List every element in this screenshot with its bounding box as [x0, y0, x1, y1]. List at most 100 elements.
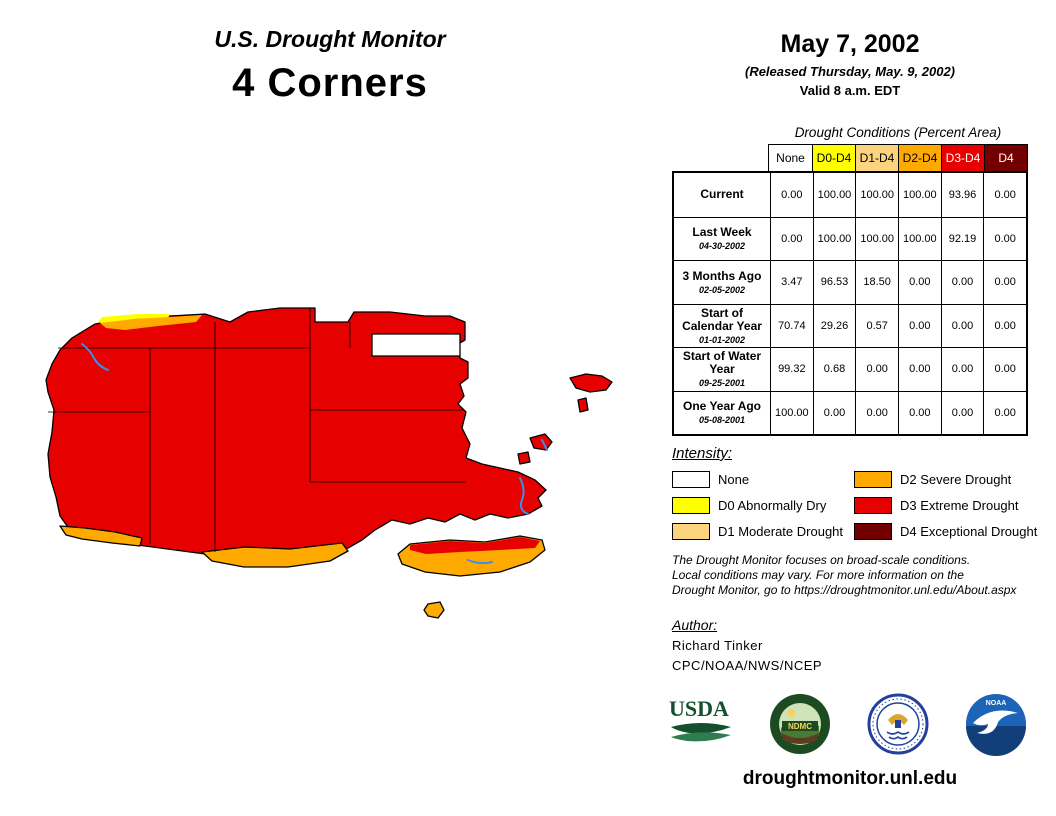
- disclaimer-text: The Drought Monitor focuses on broad-sca…: [672, 553, 1017, 597]
- page-title: U.S. Drought Monitor: [214, 26, 446, 52]
- date-block: May 7, 2002 (Released Thursday, May. 9, …: [672, 30, 1028, 98]
- map-d2-top-strip: [100, 315, 202, 330]
- table-cell: 18.50: [855, 260, 898, 304]
- commerce-seal-logo: [867, 693, 929, 755]
- map-d3-cap-bottom-right: [410, 537, 540, 554]
- table-cell: 0.00: [770, 216, 813, 260]
- table-cell: 100.00: [898, 173, 941, 217]
- map-d2-small-island: [423, 601, 445, 619]
- table-cell: 0.00: [983, 260, 1026, 304]
- map-white-notch: [371, 333, 461, 357]
- table-cell: 0.00: [855, 347, 898, 391]
- map-d2-bottom-middle: [201, 542, 349, 568]
- svg-text:USDA: USDA: [669, 696, 729, 721]
- table-cell: 0.00: [983, 390, 1026, 434]
- legend-swatch-d1: [672, 523, 710, 540]
- title-block: U.S. Drought Monitor 4 Corners: [130, 26, 530, 106]
- table-cell: 0.00: [898, 260, 941, 304]
- river-line-2: [519, 477, 529, 515]
- released-date: (Released Thursday, May. 9, 2002): [744, 64, 956, 79]
- table-row-label: One Year Ago 05-08-2001: [674, 390, 770, 435]
- legend-label-d0: D0 Abnormally Dry: [718, 498, 827, 513]
- table-cell: 92.19: [940, 216, 984, 260]
- table-cell: 70.74: [770, 303, 813, 347]
- map-d3-island-b: [577, 397, 589, 413]
- table-cell: 0.00: [855, 390, 898, 434]
- table-cell: 0.00: [940, 347, 984, 391]
- table-cell: 0.00: [940, 390, 984, 434]
- map-d3-region: [45, 307, 547, 557]
- map-d3-island-c: [529, 433, 553, 451]
- legend-swatch-d0: [672, 497, 710, 514]
- legend-grid: None D2 Severe Drought D0 Abnormally Dry…: [672, 471, 1037, 540]
- table-cell: 100.00: [855, 216, 898, 260]
- table-cell: 0.00: [983, 303, 1026, 347]
- legend-swatch-d4: [854, 523, 892, 540]
- region-title: 4 Corners: [232, 61, 428, 105]
- usda-logo: USDA: [669, 696, 731, 742]
- table-row-label: Last Week 04-30-2002: [674, 216, 770, 261]
- map-d3-island-d: [517, 451, 531, 465]
- author-heading: Author:: [672, 617, 718, 633]
- county-boundaries: [48, 308, 466, 552]
- col-header-d1d4: D1-D4: [855, 145, 898, 171]
- legend-label-d2: D2 Severe Drought: [900, 472, 1012, 487]
- footer-url: droughtmonitor.unl.edu: [742, 768, 958, 789]
- table-cell: 0.00: [983, 173, 1026, 217]
- col-header-d3d4: D3-D4: [941, 145, 984, 171]
- table-cell: 0.00: [770, 173, 813, 217]
- river-line-4: [467, 559, 493, 565]
- svg-text:NOAA: NOAA: [986, 700, 1007, 707]
- table-cell: 0.00: [898, 347, 941, 391]
- legend-label-d3: D3 Extreme Drought: [900, 498, 1019, 513]
- table-cell: 96.53: [812, 260, 856, 304]
- drought-map: [30, 292, 650, 632]
- legend-label-d4: D4 Exceptional Drought: [900, 524, 1038, 539]
- legend-label-d1: D1 Moderate Drought: [718, 524, 844, 539]
- author-org: CPC/NOAA/NWS/NCEP: [672, 658, 823, 673]
- col-header-d0d4: D0-D4: [812, 145, 855, 171]
- intensity-legend: Intensity: None D2 Severe Drought D0 Abn…: [672, 445, 1037, 540]
- table-cell: 100.00: [770, 390, 813, 434]
- map-date: May 7, 2002: [780, 30, 920, 58]
- table-cell: 100.00: [855, 173, 898, 217]
- table-body: Current 0.00 100.00 100.00 100.00 93.96 …: [672, 171, 1028, 436]
- author-block: Author: Richard Tinker CPC/NOAA/NWS/NCEP: [672, 617, 1028, 673]
- drought-map-svg: [45, 307, 613, 619]
- table-cell: 100.00: [812, 216, 856, 260]
- table-cell: 0.00: [812, 390, 856, 434]
- river-line-3: [541, 439, 548, 451]
- table-cell: 0.00: [898, 303, 941, 347]
- table-cell: 0.00: [940, 303, 984, 347]
- map-d2-bottom-left: [59, 525, 143, 547]
- legend-swatch-none: [672, 471, 710, 488]
- ndmc-logo: NDMC: [770, 694, 830, 754]
- logo-row: USDA NDMC NOAA: [668, 688, 1028, 760]
- table-header-row: None D0-D4 D1-D4 D2-D4 D3-D4 D4: [768, 144, 1028, 171]
- table-cell: 99.32: [770, 347, 813, 391]
- svg-text:NDMC: NDMC: [788, 722, 812, 731]
- col-header-d4: D4: [984, 145, 1027, 171]
- table-row-label: 3 Months Ago 02-05-2002: [674, 260, 770, 304]
- table-row-label: Start of Calendar Year 01-01-2002: [674, 303, 770, 348]
- table-cell: 0.00: [940, 260, 984, 304]
- drought-table: None D0-D4 D1-D4 D2-D4 D3-D4 D4 Current …: [672, 144, 1028, 436]
- table-cell: 0.57: [855, 303, 898, 347]
- legend-swatch-d2: [854, 471, 892, 488]
- valid-time: Valid 8 a.m. EDT: [799, 83, 901, 98]
- table-cell: 93.96: [940, 173, 984, 217]
- river-line-1: [81, 343, 109, 371]
- table-cell: 100.00: [812, 173, 856, 217]
- table-row-label: Current: [700, 187, 744, 202]
- table-cell: 100.00: [898, 216, 941, 260]
- table-cell: 0.00: [983, 216, 1026, 260]
- legend-swatch-d3: [854, 497, 892, 514]
- author-name: Richard Tinker: [672, 638, 763, 653]
- table-cell: 0.00: [983, 347, 1026, 391]
- table-cell: 0.00: [898, 390, 941, 434]
- legend-label-none: None: [718, 472, 750, 487]
- legend-title: Intensity:: [672, 445, 733, 462]
- table-cell: 29.26: [812, 303, 856, 347]
- map-d3-island-a: [569, 373, 613, 393]
